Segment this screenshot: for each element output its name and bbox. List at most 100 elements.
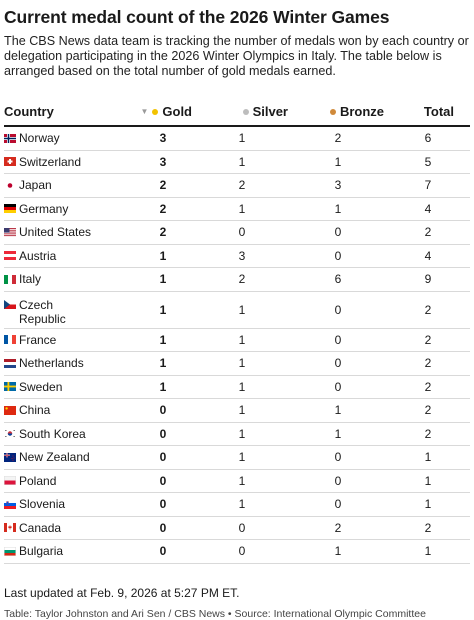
gold-count: 1 bbox=[159, 356, 167, 371]
column-header-country[interactable]: Country bbox=[4, 104, 54, 119]
country-cell: United States bbox=[4, 225, 132, 239]
table-row: Japan 2 2 3 7 bbox=[4, 174, 470, 198]
silver-count: 1 bbox=[238, 302, 246, 317]
country-cell: Germany bbox=[4, 202, 132, 216]
japan-flag-icon bbox=[4, 180, 19, 190]
country-cell: Netherlands bbox=[4, 356, 132, 370]
total-count: 2 bbox=[424, 520, 432, 535]
country-name: China bbox=[19, 403, 51, 418]
bronze-count: 1 bbox=[334, 201, 342, 216]
silver-count: 1 bbox=[238, 450, 246, 465]
country-cell: Austria bbox=[4, 249, 132, 263]
poland-flag-icon bbox=[4, 476, 19, 486]
gold-count: 1 bbox=[159, 332, 167, 347]
total-count: 2 bbox=[424, 403, 432, 418]
country-name: Italy bbox=[19, 272, 42, 287]
column-header-gold-label: Gold bbox=[162, 104, 192, 119]
table-row: Netherlands 1 1 0 2 bbox=[4, 352, 470, 376]
total-count: 2 bbox=[424, 379, 432, 394]
bronze-count: 0 bbox=[334, 379, 342, 394]
silver-count: 1 bbox=[238, 379, 246, 394]
bronze-count: 0 bbox=[334, 450, 342, 465]
column-header-total[interactable]: Total bbox=[423, 104, 454, 119]
bronze-count: 6 bbox=[334, 272, 342, 287]
table-row: New Zealand 0 1 0 1 bbox=[4, 446, 470, 470]
switzerland-flag-icon bbox=[4, 157, 19, 167]
gold-count: 3 bbox=[159, 131, 167, 146]
country-name: Czech Republic bbox=[19, 297, 66, 326]
country-name: Netherlands bbox=[19, 356, 84, 371]
silver-count: 1 bbox=[238, 201, 246, 216]
bronze-count: 0 bbox=[334, 225, 342, 240]
silver-count: 0 bbox=[238, 225, 246, 240]
country-cell: New Zealand bbox=[4, 450, 132, 464]
total-count: 1 bbox=[424, 497, 432, 512]
country-cell: China bbox=[4, 403, 132, 417]
country-cell: Italy bbox=[4, 272, 132, 286]
gold-count: 2 bbox=[159, 225, 167, 240]
bronze-count: 0 bbox=[334, 497, 342, 512]
gold-count: 2 bbox=[159, 178, 167, 193]
total-count: 1 bbox=[424, 450, 432, 465]
bulgaria-flag-icon bbox=[4, 546, 19, 556]
gold-count: 1 bbox=[159, 248, 167, 263]
bronze-count: 1 bbox=[334, 544, 342, 559]
country-name: Poland bbox=[19, 473, 57, 488]
table-row: Canada 0 0 2 2 bbox=[4, 517, 470, 540]
column-header-silver[interactable]: Silver bbox=[192, 104, 288, 119]
column-header-silver-label: Silver bbox=[252, 104, 288, 119]
country-name: France bbox=[19, 332, 57, 347]
table-row: Austria 1 3 0 4 bbox=[4, 245, 470, 268]
country-cell: Sweden bbox=[4, 380, 132, 394]
country-name: Japan bbox=[19, 178, 52, 193]
page-title: Current medal count of the 2026 Winter G… bbox=[4, 7, 390, 27]
sweden-flag-icon bbox=[4, 382, 19, 392]
table-row: Norway 3 1 2 6 bbox=[4, 127, 470, 151]
total-count: 4 bbox=[424, 248, 432, 263]
gold-count: 1 bbox=[159, 379, 167, 394]
page-description: The CBS News data team is tracking the n… bbox=[4, 34, 469, 78]
silver-count: 1 bbox=[238, 403, 246, 418]
table-header: Country ▼ Gold Silver Bronze Total bbox=[4, 98, 470, 127]
bronze-count: 0 bbox=[334, 473, 342, 488]
germany-flag-icon bbox=[4, 204, 19, 214]
table-body: Norway 3 1 2 6 Switzerland 3 1 1 5 Japan 2 2 3 7 German… bbox=[4, 127, 470, 564]
canada-flag-icon bbox=[4, 523, 19, 533]
sort-descending-icon: ▼ bbox=[140, 107, 149, 117]
norway-flag-icon bbox=[4, 133, 19, 143]
gold-count: 0 bbox=[159, 520, 167, 535]
total-count: 6 bbox=[424, 131, 432, 146]
silver-count: 2 bbox=[238, 272, 246, 287]
table-row: Italy 1 2 6 9 bbox=[4, 268, 470, 292]
silver-count: 1 bbox=[238, 154, 246, 169]
table-row: Germany 2 1 1 4 bbox=[4, 198, 470, 221]
silver-count: 1 bbox=[238, 473, 246, 488]
column-header-bronze[interactable]: Bronze bbox=[288, 104, 384, 119]
table-row: Switzerland 3 1 1 5 bbox=[4, 151, 470, 174]
country-cell: Canada bbox=[4, 521, 132, 535]
bronze-count: 3 bbox=[334, 178, 342, 193]
gold-count: 3 bbox=[159, 154, 167, 169]
medal-table: Country ▼ Gold Silver Bronze Total Norway… bbox=[4, 98, 470, 564]
bronze-count: 1 bbox=[334, 154, 342, 169]
bronze-count: 0 bbox=[334, 332, 342, 347]
country-name: United States bbox=[19, 225, 92, 240]
gold-count: 0 bbox=[159, 544, 167, 559]
total-count: 4 bbox=[424, 201, 432, 216]
total-count: 5 bbox=[424, 154, 432, 169]
country-cell: Norway bbox=[4, 131, 132, 145]
table-row: South Korea 0 1 1 2 bbox=[4, 423, 470, 446]
silver-count: 1 bbox=[238, 131, 246, 146]
table-row: Sweden 1 1 0 2 bbox=[4, 376, 470, 399]
silver-count: 1 bbox=[238, 332, 246, 347]
gold-count: 1 bbox=[159, 272, 167, 287]
silver-count: 1 bbox=[238, 426, 246, 441]
total-count: 2 bbox=[424, 302, 432, 317]
gold-count: 1 bbox=[159, 302, 167, 317]
column-header-gold[interactable]: ▼ Gold bbox=[132, 104, 192, 119]
country-cell: Slovenia bbox=[4, 497, 132, 511]
total-count: 1 bbox=[424, 544, 432, 559]
total-count: 2 bbox=[424, 225, 432, 240]
gold-count: 0 bbox=[159, 473, 167, 488]
